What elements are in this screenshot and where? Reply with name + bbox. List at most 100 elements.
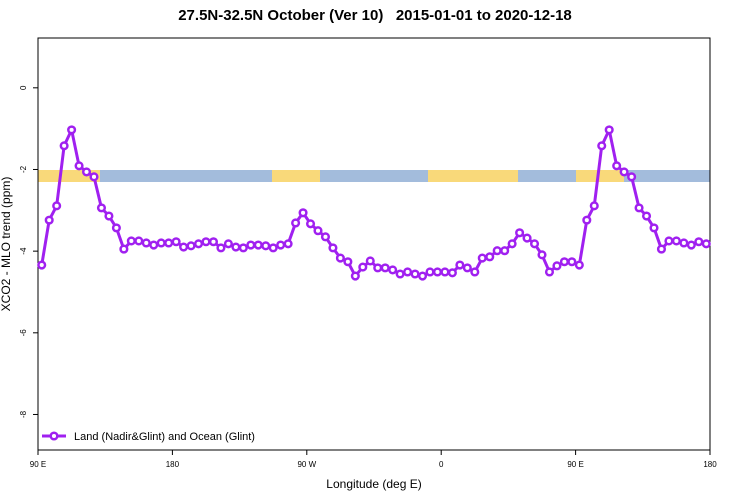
- chart-title: 27.5N-32.5N October (Ver 10) 2015-01-01 …: [178, 7, 572, 24]
- data-point: [164, 238, 174, 248]
- data-point: [641, 211, 652, 221]
- data-point: [686, 240, 696, 250]
- data-point: [59, 141, 69, 151]
- data-point: [589, 201, 599, 211]
- data-point: [89, 172, 99, 182]
- data-point: [201, 237, 211, 247]
- data-point: [216, 243, 226, 253]
- data-point: [627, 172, 637, 182]
- land-band: [576, 170, 624, 182]
- data-point: [328, 243, 338, 253]
- data-point: [283, 239, 293, 249]
- data-point: [119, 244, 129, 254]
- data-point: [507, 239, 517, 249]
- y-tick-label: -2: [19, 165, 28, 173]
- data-point: [149, 240, 159, 250]
- data-point: [305, 219, 316, 229]
- data-point: [96, 203, 107, 213]
- data-point: [432, 267, 443, 277]
- data-point: [417, 271, 428, 281]
- ocean-band: [38, 170, 710, 182]
- legend-label: Land (Nadir&Glint) and Ocean (Glint): [74, 431, 255, 443]
- data-point: [403, 267, 413, 277]
- data-point: [559, 257, 569, 267]
- data-point: [171, 237, 181, 247]
- data-point: [410, 269, 420, 279]
- data-point: [44, 215, 54, 225]
- data-point: [141, 238, 151, 248]
- x-tick-label: 180: [166, 460, 180, 469]
- data-point: [320, 232, 331, 242]
- data-point: [440, 267, 450, 277]
- data-point: [462, 263, 472, 273]
- y-tick-label: -6: [19, 329, 28, 337]
- land-band: [428, 170, 518, 182]
- data-point: [485, 252, 495, 262]
- data-point: [358, 262, 368, 272]
- data-point: [104, 211, 114, 221]
- data-point: [388, 265, 398, 275]
- x-tick-label: 90 W: [297, 460, 316, 469]
- data-point: [37, 260, 47, 270]
- data-point: [694, 237, 704, 247]
- data-point: [522, 233, 532, 243]
- data-point: [111, 223, 121, 233]
- land-band: [272, 170, 320, 182]
- data-point: [649, 223, 659, 233]
- data-point: [537, 250, 547, 260]
- data-point: [276, 240, 286, 250]
- legend-marker: [49, 431, 59, 441]
- data-point: [567, 257, 577, 267]
- y-axis-label: XCO2 - MLO trend (ppm): [0, 177, 13, 312]
- data-point: [81, 167, 92, 177]
- data-point: [604, 125, 614, 135]
- data-point: [574, 260, 584, 270]
- data-point: [268, 243, 278, 253]
- data-point: [313, 226, 323, 236]
- data-point: [253, 240, 263, 250]
- data-point: [74, 161, 84, 171]
- data-point: [447, 268, 457, 278]
- data-point: [134, 236, 144, 246]
- data-point: [612, 161, 622, 171]
- data-point: [477, 253, 487, 263]
- y-tick-label: 0: [19, 85, 28, 90]
- data-point: [455, 260, 465, 270]
- data-point: [425, 267, 435, 277]
- data-point: [156, 238, 166, 248]
- data-point: [179, 242, 189, 252]
- data-point: [291, 218, 301, 228]
- data-point: [186, 241, 196, 251]
- data-point: [238, 243, 248, 253]
- data-point: [350, 271, 360, 281]
- data-point: [671, 236, 681, 246]
- data-point: [634, 203, 644, 213]
- data-point: [619, 167, 629, 177]
- data-point: [335, 253, 345, 263]
- data-point: [193, 239, 204, 249]
- data-point: [208, 237, 219, 247]
- x-axis-label: Longitude (deg E): [326, 477, 421, 491]
- data-point: [246, 240, 256, 250]
- data-point: [492, 246, 502, 256]
- data-point: [529, 239, 540, 249]
- data-point: [470, 267, 480, 277]
- y-tick-label: -4: [19, 247, 28, 255]
- data-point: [552, 261, 562, 271]
- data-point: [544, 267, 555, 277]
- data-point: [373, 263, 383, 273]
- data-point: [52, 201, 62, 211]
- y-tick-label: -8: [19, 410, 28, 418]
- data-point: [664, 236, 674, 246]
- data-point: [380, 263, 390, 273]
- x-tick-label: 90 E: [567, 460, 583, 469]
- data-point: [701, 239, 711, 249]
- data-point: [500, 246, 510, 256]
- data-point: [343, 257, 353, 267]
- data-point: [395, 269, 405, 279]
- data-point: [679, 238, 689, 248]
- data-line: [40, 125, 707, 279]
- data-point: [261, 241, 271, 251]
- data-point: [67, 125, 77, 135]
